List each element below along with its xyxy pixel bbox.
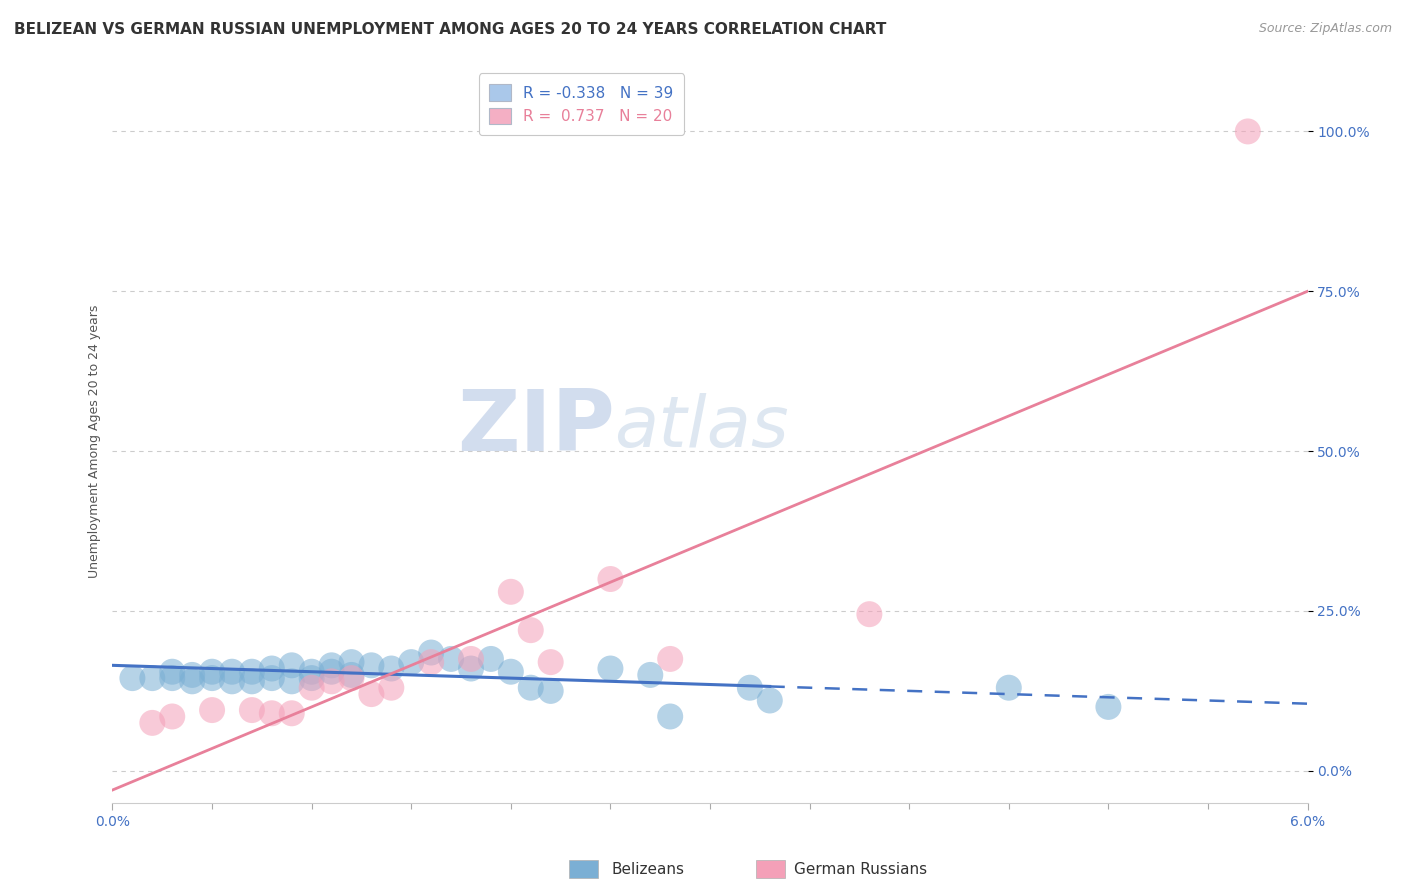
- Point: [240, 703, 263, 717]
- Point: [201, 671, 224, 685]
- Point: [321, 674, 343, 689]
- Point: [281, 706, 304, 721]
- Point: [479, 652, 502, 666]
- Point: [141, 671, 163, 685]
- Point: [640, 668, 662, 682]
- Point: [260, 661, 283, 675]
- Point: [121, 671, 143, 685]
- Point: [162, 671, 183, 685]
- Point: [858, 607, 880, 622]
- Point: [281, 658, 304, 673]
- Point: [201, 665, 224, 679]
- Point: [380, 681, 402, 695]
- Point: [759, 693, 782, 707]
- Point: [599, 572, 621, 586]
- Point: [260, 706, 283, 721]
- Text: Source: ZipAtlas.com: Source: ZipAtlas.com: [1258, 22, 1392, 36]
- Point: [401, 655, 423, 669]
- Legend: R = -0.338   N = 39, R =  0.737   N = 20: R = -0.338 N = 39, R = 0.737 N = 20: [478, 73, 683, 135]
- Point: [380, 661, 402, 675]
- Y-axis label: Unemployment Among Ages 20 to 24 years: Unemployment Among Ages 20 to 24 years: [89, 305, 101, 578]
- Point: [499, 665, 522, 679]
- Point: [321, 658, 343, 673]
- Point: [260, 671, 283, 685]
- Point: [301, 671, 323, 685]
- Point: [162, 665, 183, 679]
- Point: [240, 674, 263, 689]
- Text: atlas: atlas: [614, 392, 789, 461]
- Point: [301, 681, 323, 695]
- Point: [340, 671, 363, 685]
- Point: [520, 623, 543, 637]
- Point: [360, 687, 382, 701]
- Point: [221, 674, 243, 689]
- Point: [162, 709, 183, 723]
- Point: [540, 655, 562, 669]
- Point: [540, 684, 562, 698]
- Point: [599, 661, 621, 675]
- Point: [301, 665, 323, 679]
- Point: [360, 658, 382, 673]
- Point: [181, 674, 204, 689]
- Point: [281, 674, 304, 689]
- Point: [1097, 699, 1119, 714]
- Text: Belizeans: Belizeans: [612, 863, 685, 877]
- Point: [340, 668, 363, 682]
- Point: [420, 655, 443, 669]
- Point: [659, 652, 682, 666]
- Point: [1237, 124, 1260, 138]
- Point: [738, 681, 761, 695]
- Point: [420, 646, 443, 660]
- Point: [659, 709, 682, 723]
- Point: [460, 661, 482, 675]
- Point: [340, 655, 363, 669]
- Point: [499, 584, 522, 599]
- Point: [321, 665, 343, 679]
- Text: BELIZEAN VS GERMAN RUSSIAN UNEMPLOYMENT AMONG AGES 20 TO 24 YEARS CORRELATION CH: BELIZEAN VS GERMAN RUSSIAN UNEMPLOYMENT …: [14, 22, 886, 37]
- Point: [460, 652, 482, 666]
- Point: [201, 703, 224, 717]
- Point: [520, 681, 543, 695]
- Point: [240, 665, 263, 679]
- Text: German Russians: German Russians: [794, 863, 928, 877]
- Text: ZIP: ZIP: [457, 385, 614, 468]
- Point: [221, 665, 243, 679]
- Point: [181, 668, 204, 682]
- Point: [440, 652, 463, 666]
- Point: [998, 681, 1021, 695]
- Point: [141, 715, 163, 730]
